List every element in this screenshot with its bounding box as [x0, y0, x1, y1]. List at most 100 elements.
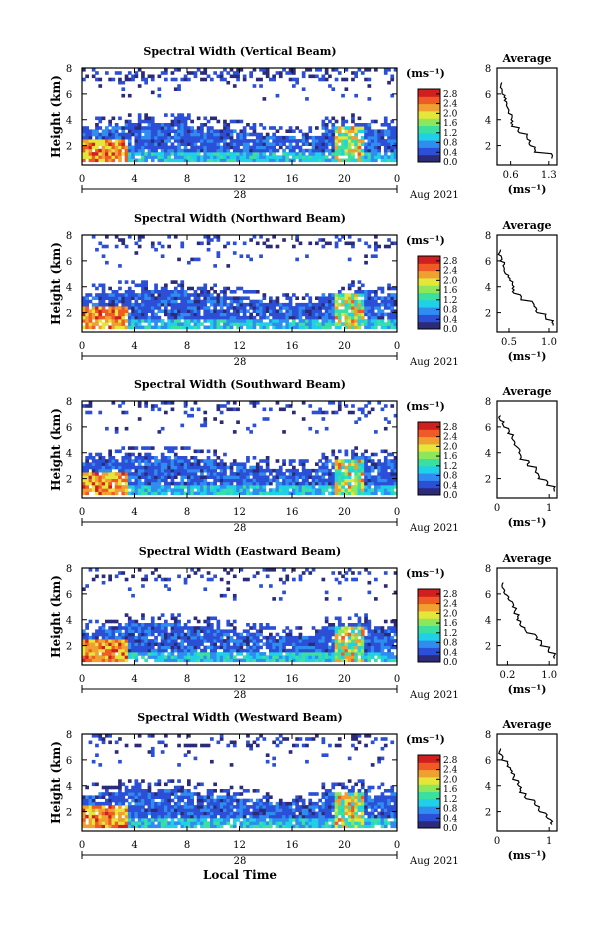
- heatmap-cell: [387, 642, 391, 646]
- heatmap-cell: [278, 142, 283, 146]
- heatmap-cell: [216, 456, 221, 460]
- panel-4: Spectral Width (Westward Beam)2468Height…: [49, 711, 558, 867]
- heatmap-cell: [200, 158, 204, 163]
- heatmap-cell: [164, 632, 168, 637]
- heatmap-cell: [141, 491, 145, 496]
- heatmap-cell: [278, 155, 283, 159]
- heatmap-cell: [367, 145, 372, 150]
- heatmap-cell: [144, 113, 148, 117]
- heatmap-cell: [351, 468, 355, 473]
- heatmap-cell: [328, 306, 332, 310]
- heatmap-cell: [216, 319, 221, 323]
- heatmap-cell: [252, 155, 257, 159]
- heatmap-cell: [334, 478, 339, 483]
- heatmap-cell: [150, 132, 155, 137]
- heatmap-cell: [131, 485, 135, 489]
- heatmap-cell: [219, 306, 224, 310]
- heatmap-cell: [88, 401, 93, 405]
- heatmap-cell: [160, 401, 165, 405]
- heatmap-cell: [374, 642, 378, 646]
- heatmap-cell: [318, 306, 322, 310]
- heatmap-cell: [308, 306, 313, 310]
- heatmap-cell: [124, 488, 129, 492]
- heatmap-cell: [157, 123, 162, 127]
- heatmap-cell: [232, 401, 237, 405]
- heatmap-cell: [367, 312, 372, 317]
- heatmap-cell: [223, 145, 227, 150]
- heatmap-cell: [157, 132, 162, 137]
- heatmap-cell: [288, 302, 293, 307]
- heatmap-cell: [337, 238, 342, 242]
- heatmap-cell: [157, 616, 162, 621]
- heatmap-cell: [239, 155, 244, 159]
- heatmap-cell: [141, 119, 145, 124]
- heatmap-cell: [216, 404, 221, 408]
- heatmap-cell: [147, 642, 152, 646]
- heatmap-cell: [246, 315, 250, 320]
- heatmap-cell: [164, 152, 168, 156]
- heatmap-cell: [265, 623, 270, 627]
- heatmap-cell: [269, 302, 273, 307]
- heatmap-cell: [144, 629, 148, 633]
- heatmap-cell: [150, 293, 155, 297]
- heatmap-cell: [183, 639, 188, 643]
- colorbar-tick-label: 2.4: [443, 600, 458, 610]
- heatmap-cell: [321, 312, 326, 317]
- heatmap-cell: [88, 456, 93, 460]
- heatmap-cell: [170, 401, 175, 405]
- heatmap-cell: [321, 145, 326, 150]
- heatmap-cell: [236, 407, 240, 412]
- heatmap-cell: [367, 68, 372, 72]
- heatmap-cell: [315, 142, 319, 146]
- heatmap-cell: [141, 584, 145, 588]
- heatmap-cell: [259, 325, 263, 330]
- heatmap-cell: [203, 286, 208, 291]
- heatmap-cell: [255, 142, 260, 146]
- y-tick-label: 4: [66, 616, 72, 627]
- heatmap-cell: [360, 459, 365, 463]
- heatmap-cell: [213, 478, 217, 483]
- heatmap-cell: [206, 658, 211, 663]
- heatmap-cell: [88, 805, 93, 809]
- heatmap-cell: [364, 478, 368, 483]
- heatmap-cell: [137, 235, 142, 239]
- heatmap-cell: [390, 293, 395, 297]
- heatmap-cell: [105, 71, 109, 75]
- heatmap-cell: [331, 472, 336, 476]
- heatmap-cell: [144, 155, 148, 159]
- heatmap-cell: [275, 325, 280, 330]
- heatmap-cell: [157, 465, 162, 470]
- heatmap-cell: [298, 306, 303, 310]
- heatmap-cell: [380, 132, 385, 137]
- average-y-tick-label: 8: [485, 397, 491, 408]
- heatmap-cell: [98, 142, 103, 146]
- heatmap-cell: [200, 459, 204, 463]
- heatmap-cell: [226, 322, 231, 326]
- heatmap-cell: [354, 309, 358, 313]
- heatmap-cell: [105, 459, 109, 463]
- heatmap-cell: [337, 319, 342, 323]
- heatmap-cell: [278, 485, 283, 489]
- heatmap-cell: [374, 462, 378, 466]
- heatmap-cell: [305, 475, 309, 479]
- heatmap-cell: [118, 319, 122, 323]
- heatmap-cell: [95, 315, 99, 320]
- heatmap-cell: [203, 309, 208, 313]
- heatmap-cell: [137, 293, 142, 297]
- heatmap-cell: [101, 485, 106, 489]
- heatmap-cell: [196, 491, 201, 496]
- y-axis-label: Height (km): [49, 75, 63, 158]
- heatmap-cell: [246, 485, 250, 489]
- heatmap-cell: [269, 488, 273, 492]
- heatmap-cell: [364, 319, 368, 323]
- heatmap-cell: [390, 645, 395, 650]
- heatmap-cell: [147, 155, 152, 159]
- heatmap-cell: [154, 148, 158, 153]
- heatmap-cell: [95, 475, 99, 479]
- heatmap-cell: [226, 645, 231, 650]
- heatmap-cell: [121, 299, 126, 304]
- heatmap-cell: [308, 645, 313, 650]
- heatmap-cell: [187, 135, 191, 140]
- heatmap-cell: [315, 478, 319, 483]
- heatmap-cell: [265, 315, 270, 320]
